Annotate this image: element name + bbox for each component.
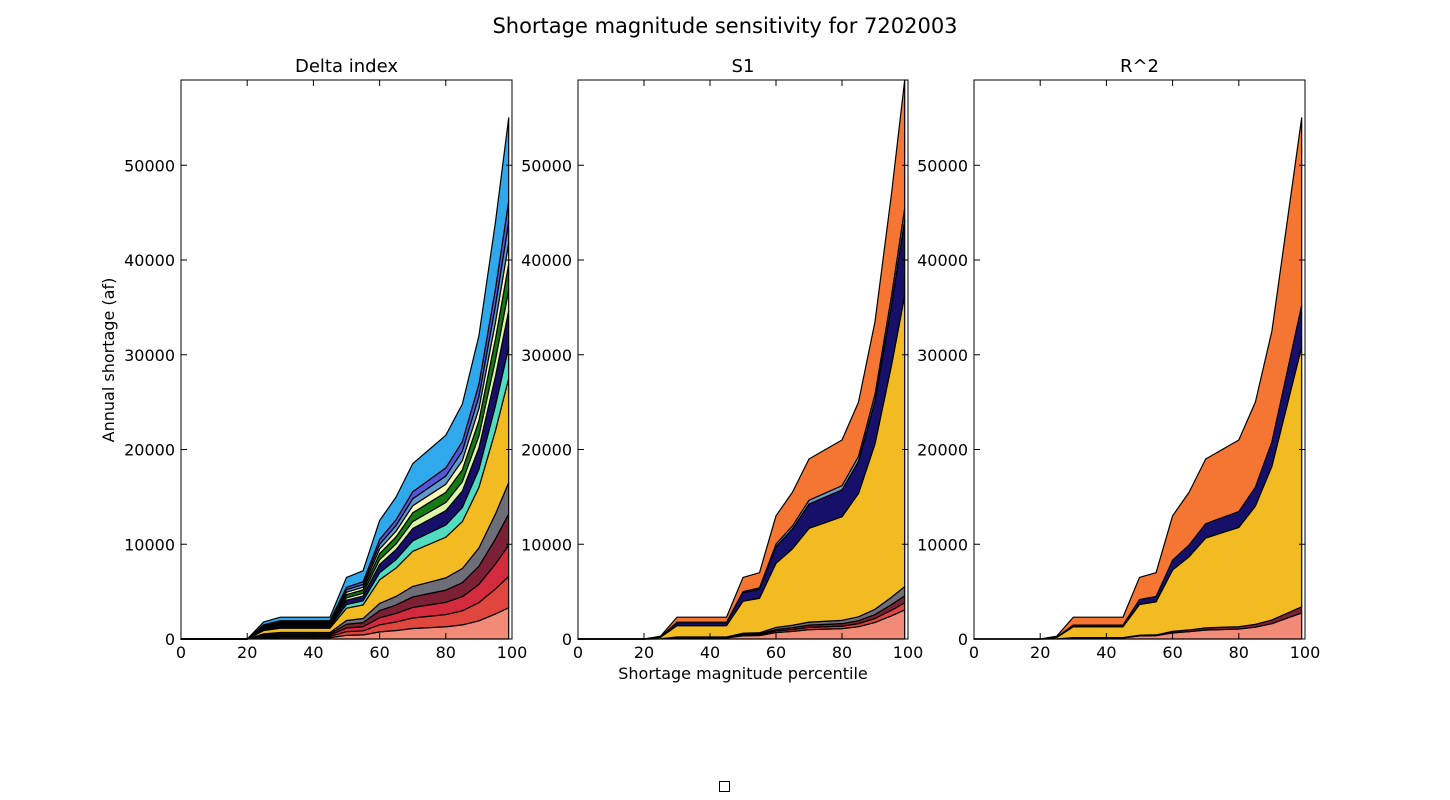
x-tick-label: 60 <box>766 643 786 662</box>
x-tick-label: 20 <box>237 643 257 662</box>
x-tick-label: 20 <box>634 643 654 662</box>
y-tick-label: 20000 <box>521 441 572 460</box>
area-layer <box>973 117 1303 640</box>
x-tick-label: 60 <box>1162 643 1182 662</box>
x-tick-label: 80 <box>1229 643 1249 662</box>
x-axis-label: Shortage magnitude percentile <box>618 664 867 683</box>
panel-title: S1 <box>732 56 755 77</box>
x-tick-label: 100 <box>1290 643 1321 662</box>
panel-title: Delta index <box>295 56 398 77</box>
x-tick-label: 20 <box>1030 643 1050 662</box>
y-tick-label: 40000 <box>917 251 968 270</box>
area-layer <box>577 79 906 640</box>
y-tick-label: 50000 <box>917 156 968 175</box>
x-tick-label: 80 <box>832 643 852 662</box>
x-tick-label: 0 <box>969 643 979 662</box>
x-tick-label: 100 <box>893 643 924 662</box>
panel-delta-index: 0 20 40 60 80 100 0 10000 20000 30000 40000 50000 De… <box>124 56 527 662</box>
y-tick-label: 50000 <box>521 156 572 175</box>
y-tick-label: 10000 <box>124 535 175 554</box>
x-tick-label: 60 <box>369 643 389 662</box>
y-tick-label: 0 <box>165 630 175 649</box>
y-tick-label: 30000 <box>124 346 175 365</box>
axes-frame <box>973 79 1306 640</box>
y-tick-label: 10000 <box>521 535 572 554</box>
legend-marker <box>719 781 730 792</box>
y-tick-label: 10000 <box>917 535 968 554</box>
y-tick-label: 30000 <box>521 346 572 365</box>
y-tick-label: 20000 <box>124 441 175 460</box>
axes-frame <box>577 79 909 640</box>
y-tick-label: 0 <box>562 630 572 649</box>
x-tick-label: 40 <box>303 643 323 662</box>
panel-r-squared: 0 20 40 60 80 100 0 10000 20000 30000 40000 50000 R^… <box>917 56 1320 662</box>
x-tick-label: 0 <box>176 643 186 662</box>
panel-title: R^2 <box>1120 56 1159 77</box>
y-tick-label: 20000 <box>917 441 968 460</box>
x-tick-label: 80 <box>436 643 456 662</box>
x-tick-label: 40 <box>1096 643 1116 662</box>
x-tick-label: 100 <box>497 643 528 662</box>
y-tick-label: 50000 <box>124 156 175 175</box>
y-tick-label: 40000 <box>124 251 175 270</box>
x-tick-label: 40 <box>700 643 720 662</box>
figure-suptitle: Shortage magnitude sensitivity for 72020… <box>492 14 957 38</box>
axes-frame <box>180 79 513 640</box>
panel-s1: 0 20 40 60 80 100 0 10000 20000 30000 40000 50000 S1 <box>521 56 923 662</box>
y-axis-label: Annual shortage (af) <box>99 278 118 443</box>
y-tick-label: 30000 <box>917 346 968 365</box>
y-tick-label: 0 <box>958 630 968 649</box>
area-layer <box>180 117 510 640</box>
x-tick-label: 0 <box>573 643 583 662</box>
y-tick-label: 40000 <box>521 251 572 270</box>
